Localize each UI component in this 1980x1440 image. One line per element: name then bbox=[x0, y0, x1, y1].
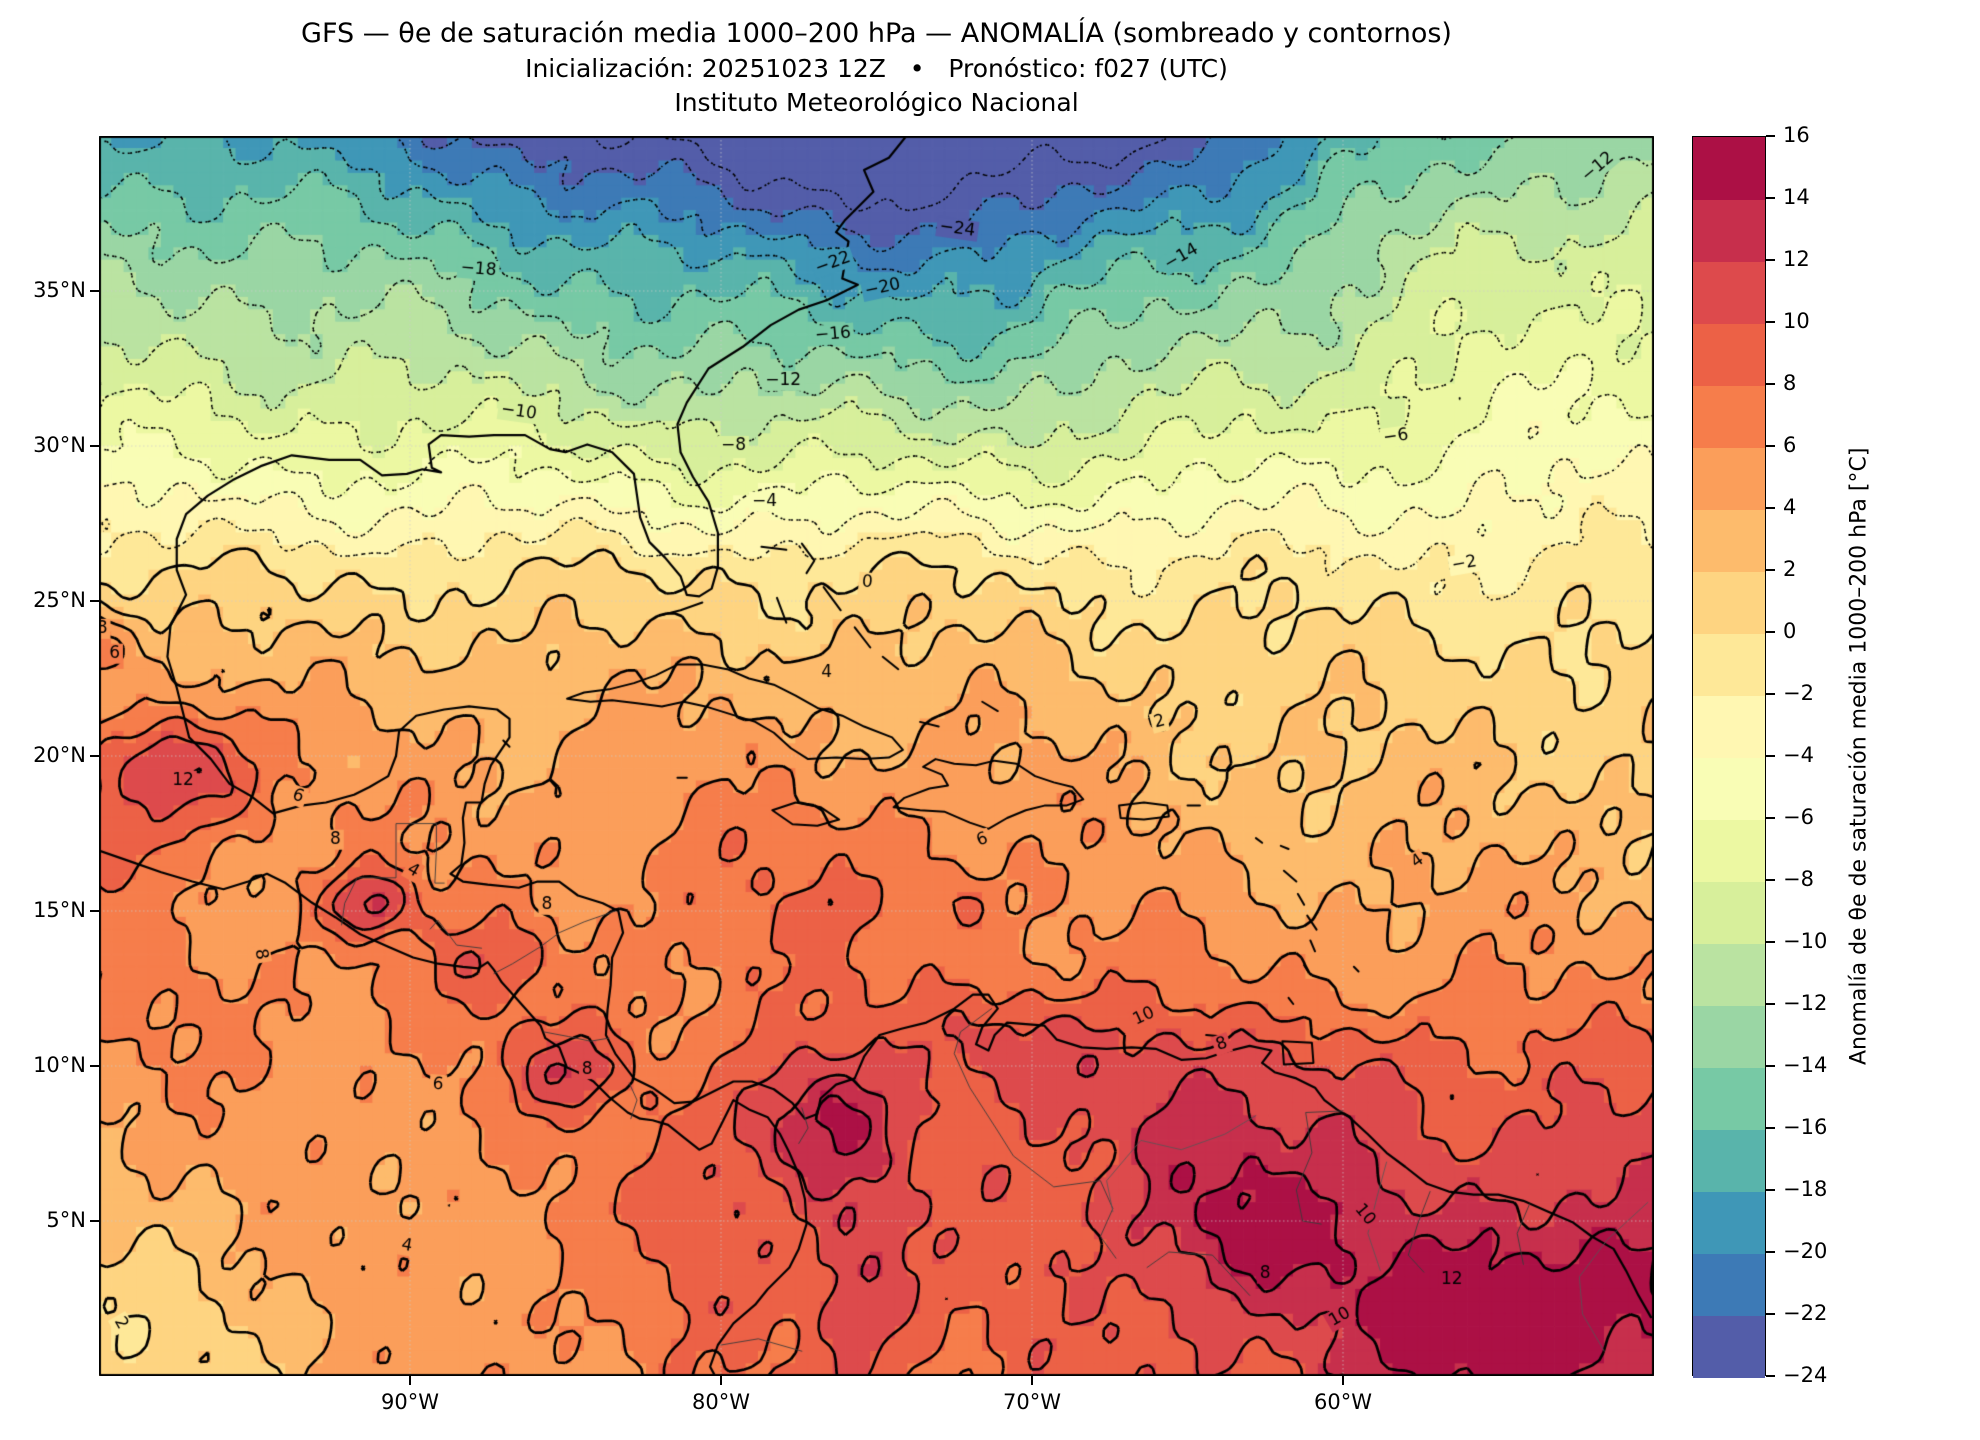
colorbar-tick bbox=[1766, 1375, 1775, 1377]
y-tick-label: 5°N bbox=[46, 1208, 86, 1232]
colorbar-tick-label: 12 bbox=[1783, 247, 1810, 271]
colorbar-tick bbox=[1766, 1189, 1775, 1191]
chart-title: GFS — θe de saturación media 1000–200 hP… bbox=[301, 18, 1452, 49]
x-tick-label: 80°W bbox=[692, 1390, 750, 1414]
colorbar-tick-label: 8 bbox=[1783, 371, 1797, 395]
y-tick-label: 25°N bbox=[33, 588, 86, 612]
chart-subtitle: Inicialización: 20251023 12Z • Pronóstic… bbox=[525, 54, 1228, 83]
colorbar-tick bbox=[1766, 383, 1775, 385]
colorbar-tick-label: 0 bbox=[1783, 619, 1797, 643]
colorbar-tick bbox=[1766, 879, 1775, 881]
y-tick bbox=[90, 755, 99, 757]
colorbar-segment bbox=[1693, 446, 1765, 510]
colorbar-tick-label: −12 bbox=[1783, 991, 1828, 1015]
x-tick-label: 70°W bbox=[1003, 1390, 1061, 1414]
colorbar-tick-label: 6 bbox=[1783, 433, 1797, 457]
colorbar-tick bbox=[1766, 817, 1775, 819]
colorbar-tick bbox=[1766, 569, 1775, 571]
colorbar-segment bbox=[1693, 508, 1765, 572]
colorbar-tick bbox=[1766, 1003, 1775, 1005]
colorbar-tick-label: 14 bbox=[1783, 185, 1810, 209]
colorbar-tick-label: −24 bbox=[1783, 1363, 1828, 1387]
colorbar-tick-label: 4 bbox=[1783, 495, 1797, 519]
x-tick-label: 90°W bbox=[381, 1390, 439, 1414]
colorbar-segment bbox=[1693, 322, 1765, 386]
colorbar-tick-label: 16 bbox=[1783, 123, 1810, 147]
colorbar-segment bbox=[1693, 1314, 1765, 1378]
y-tick bbox=[90, 910, 99, 912]
y-tick-label: 10°N bbox=[33, 1053, 86, 1077]
colorbar-tick-label: 10 bbox=[1783, 309, 1810, 333]
colorbar-tick-label: −4 bbox=[1783, 743, 1814, 767]
colorbar-tick bbox=[1766, 755, 1775, 757]
colorbar-segment bbox=[1693, 694, 1765, 758]
colorbar-tick-label: −10 bbox=[1783, 929, 1828, 953]
x-tick bbox=[1342, 1376, 1344, 1385]
colorbar-segment bbox=[1693, 570, 1765, 634]
y-tick-label: 30°N bbox=[33, 433, 86, 457]
x-tick-label: 60°W bbox=[1314, 1390, 1372, 1414]
colorbar-tick bbox=[1766, 1313, 1775, 1315]
y-tick-label: 35°N bbox=[33, 278, 86, 302]
colorbar-segment bbox=[1693, 1190, 1765, 1254]
title-block: GFS — θe de saturación media 1000–200 hP… bbox=[99, 16, 1654, 120]
y-tick bbox=[90, 600, 99, 602]
colorbar-tick bbox=[1766, 507, 1775, 509]
y-tick bbox=[90, 445, 99, 447]
colorbar-tick bbox=[1766, 941, 1775, 943]
colorbar-tick-label: 2 bbox=[1783, 557, 1797, 581]
x-tick bbox=[1031, 1376, 1033, 1385]
colorbar-tick-label: −18 bbox=[1783, 1177, 1828, 1201]
colorbar-tick bbox=[1766, 1065, 1775, 1067]
x-tick bbox=[720, 1376, 722, 1385]
colorbar-segment bbox=[1693, 1252, 1765, 1316]
y-tick-label: 20°N bbox=[33, 743, 86, 767]
colorbar-tick bbox=[1766, 1251, 1775, 1253]
colorbar-segment bbox=[1693, 818, 1765, 882]
colorbar-segment bbox=[1693, 756, 1765, 820]
colorbar-segment bbox=[1693, 632, 1765, 696]
colorbar bbox=[1692, 136, 1766, 1378]
colorbar-segment bbox=[1693, 260, 1765, 324]
colorbar-segment bbox=[1693, 384, 1765, 448]
colorbar-segment bbox=[1693, 1004, 1765, 1068]
colorbar-tick bbox=[1766, 445, 1775, 447]
colorbar-segment bbox=[1693, 1066, 1765, 1130]
y-tick-label: 15°N bbox=[33, 898, 86, 922]
colorbar-segment bbox=[1693, 880, 1765, 944]
colorbar-tick bbox=[1766, 321, 1775, 323]
colorbar-tick bbox=[1766, 693, 1775, 695]
colorbar-tick bbox=[1766, 631, 1775, 633]
colorbar-label: Anomalía de θe de saturación media 1000–… bbox=[1846, 447, 1872, 1065]
y-tick bbox=[90, 290, 99, 292]
colorbar-segment bbox=[1693, 198, 1765, 262]
colorbar-tick-label: −8 bbox=[1783, 867, 1814, 891]
colorbar-tick-label: −22 bbox=[1783, 1301, 1828, 1325]
colorbar-tick bbox=[1766, 1127, 1775, 1129]
colorbar-segment bbox=[1693, 942, 1765, 1006]
y-tick bbox=[90, 1220, 99, 1222]
colorbar-tick-label: −2 bbox=[1783, 681, 1814, 705]
colorbar-tick bbox=[1766, 259, 1775, 261]
chart-institution: Instituto Meteorológico Nacional bbox=[674, 88, 1079, 117]
y-tick bbox=[90, 1065, 99, 1067]
colorbar-segment bbox=[1693, 1128, 1765, 1192]
anomaly-map-canvas bbox=[99, 136, 1654, 1376]
x-tick bbox=[409, 1376, 411, 1385]
colorbar-tick bbox=[1766, 197, 1775, 199]
colorbar-tick-label: −14 bbox=[1783, 1053, 1828, 1077]
colorbar-segment bbox=[1693, 136, 1765, 200]
colorbar-tick-label: −16 bbox=[1783, 1115, 1828, 1139]
colorbar-tick bbox=[1766, 135, 1775, 137]
colorbar-tick-label: −20 bbox=[1783, 1239, 1828, 1263]
colorbar-tick-label: −6 bbox=[1783, 805, 1814, 829]
